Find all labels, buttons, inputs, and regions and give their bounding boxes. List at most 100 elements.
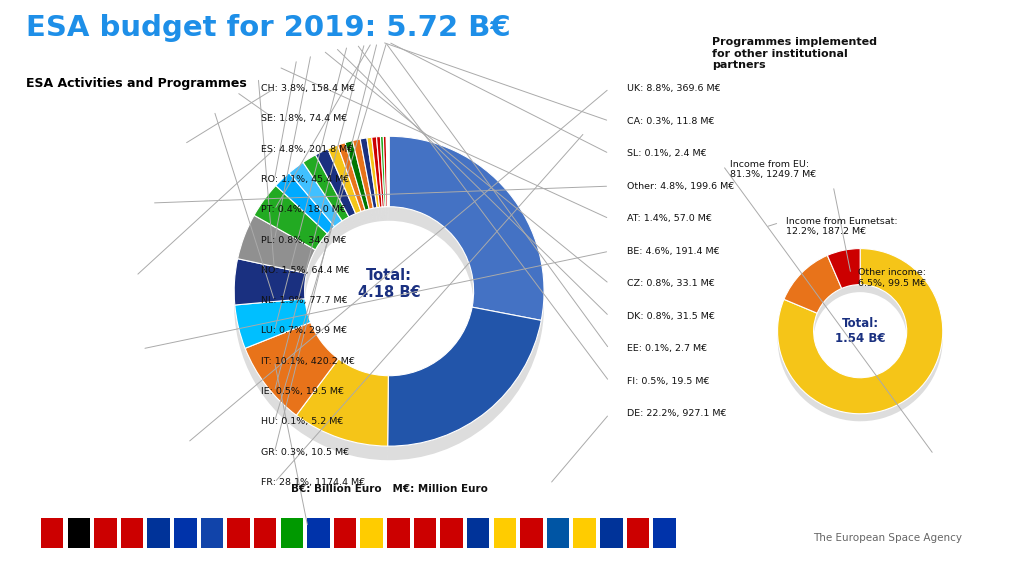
Text: Other: 4.8%, 199.6 M€: Other: 4.8%, 199.6 M€ [627,182,734,191]
Bar [440,518,463,548]
Bar [387,518,410,548]
Text: ESA Activities and Programmes: ESA Activities and Programmes [26,77,247,90]
Bar [94,518,117,548]
Text: Income from Eumetsat:
12.2%, 187.2 M€: Income from Eumetsat: 12.2%, 187.2 M€ [786,217,898,236]
Wedge shape [388,321,542,460]
Text: B€: Billion Euro   M€: Million Euro: B€: Billion Euro M€: Million Euro [291,484,487,494]
Text: NO: 1.5%, 64.4 M€: NO: 1.5%, 64.4 M€ [261,266,350,275]
Text: LU: 0.7%, 29.9 M€: LU: 0.7%, 29.9 M€ [261,327,347,335]
Wedge shape [360,152,377,222]
Wedge shape [289,162,342,227]
Wedge shape [296,359,388,446]
Text: Programmes implemented
for other institutional
partners: Programmes implemented for other institu… [712,37,877,70]
Wedge shape [238,215,315,274]
Wedge shape [275,173,335,234]
Wedge shape [303,155,349,221]
Text: Income from EU:
81.3%, 1249.7 M€: Income from EU: 81.3%, 1249.7 M€ [730,160,816,179]
Bar [201,518,223,548]
Bar [227,518,250,548]
Text: Total:
1.54 B€: Total: 1.54 B€ [835,317,886,345]
Wedge shape [380,136,386,207]
Bar [653,518,676,548]
Text: HU: 0.1%, 5.2 M€: HU: 0.1%, 5.2 M€ [261,417,343,427]
Wedge shape [386,150,388,221]
Text: IE: 0.5%, 19.5 M€: IE: 0.5%, 19.5 M€ [261,387,344,396]
Bar [600,518,623,548]
Wedge shape [234,313,310,363]
Wedge shape [234,273,306,319]
Text: FI: 0.5%, 19.5 M€: FI: 0.5%, 19.5 M€ [627,377,710,386]
Wedge shape [303,169,349,235]
Wedge shape [352,153,374,223]
Bar [174,518,197,548]
Text: IT: 10.1%, 420.2 M€: IT: 10.1%, 420.2 M€ [261,357,355,366]
Bar [547,518,569,548]
Text: GR: 0.3%, 10.5 M€: GR: 0.3%, 10.5 M€ [261,448,349,457]
Bar [254,518,276,548]
Text: NL: 1.9%, 77.7 M€: NL: 1.9%, 77.7 M€ [261,296,348,305]
Bar [414,518,436,548]
Wedge shape [383,150,387,221]
Text: BE: 4.6%, 191.4 M€: BE: 4.6%, 191.4 M€ [627,247,719,256]
Text: ES: 4.8%, 201.8 M€: ES: 4.8%, 201.8 M€ [261,144,353,154]
Wedge shape [389,136,544,320]
Text: DE: 22.2%, 927.1 M€: DE: 22.2%, 927.1 M€ [627,409,726,419]
Bar [147,518,170,548]
Text: SE: 1.8%, 74.4 M€: SE: 1.8%, 74.4 M€ [261,114,347,123]
Wedge shape [352,139,374,209]
Text: CA: 0.3%, 11.8 M€: CA: 0.3%, 11.8 M€ [627,116,714,126]
Wedge shape [827,248,860,288]
Bar [573,518,596,548]
Wedge shape [827,256,860,296]
Wedge shape [387,150,388,221]
Wedge shape [345,155,370,224]
Bar [627,518,649,548]
Wedge shape [380,151,386,221]
Wedge shape [777,256,943,421]
Wedge shape [383,136,387,207]
Wedge shape [254,200,328,264]
Bar [520,518,543,548]
Text: The European Space Agency: The European Space Agency [813,533,963,543]
Text: FR: 28.1%, 1174.4 M€: FR: 28.1%, 1174.4 M€ [261,478,366,487]
Text: SL: 0.1%, 2.4 M€: SL: 0.1%, 2.4 M€ [627,149,707,158]
Wedge shape [238,230,315,288]
Wedge shape [386,136,388,207]
Wedge shape [234,259,306,305]
Wedge shape [338,157,366,226]
Bar [307,518,330,548]
Wedge shape [254,186,328,250]
Wedge shape [372,137,382,207]
Wedge shape [245,323,339,415]
Wedge shape [275,187,335,248]
Wedge shape [315,149,355,217]
Wedge shape [245,336,339,429]
Text: CZ: 0.8%, 33.1 M€: CZ: 0.8%, 33.1 M€ [627,279,715,288]
Text: AT: 1.4%, 57.0 M€: AT: 1.4%, 57.0 M€ [627,214,712,223]
Wedge shape [315,163,355,231]
Text: UK: 8.8%, 369.6 M€: UK: 8.8%, 369.6 M€ [627,84,720,93]
Bar [360,518,383,548]
Wedge shape [784,255,842,313]
Text: CH: 3.8%, 158.4 M€: CH: 3.8%, 158.4 M€ [261,84,355,93]
Wedge shape [328,145,361,214]
Text: PL: 0.8%, 34.6 M€: PL: 0.8%, 34.6 M€ [261,236,346,244]
Wedge shape [289,176,342,241]
Wedge shape [372,151,382,222]
Wedge shape [377,136,384,207]
Wedge shape [296,373,388,460]
Bar [281,518,303,548]
Wedge shape [389,150,544,335]
Bar [494,518,516,548]
Bar [41,518,63,548]
Bar [121,518,143,548]
Wedge shape [777,248,943,414]
Bar [467,518,489,548]
Wedge shape [360,138,377,208]
Bar [334,518,356,548]
Text: Other income:
6.5%, 99.5 M€: Other income: 6.5%, 99.5 M€ [858,268,927,288]
Wedge shape [328,159,361,228]
Wedge shape [234,299,310,348]
Wedge shape [388,307,542,446]
Wedge shape [784,263,842,321]
